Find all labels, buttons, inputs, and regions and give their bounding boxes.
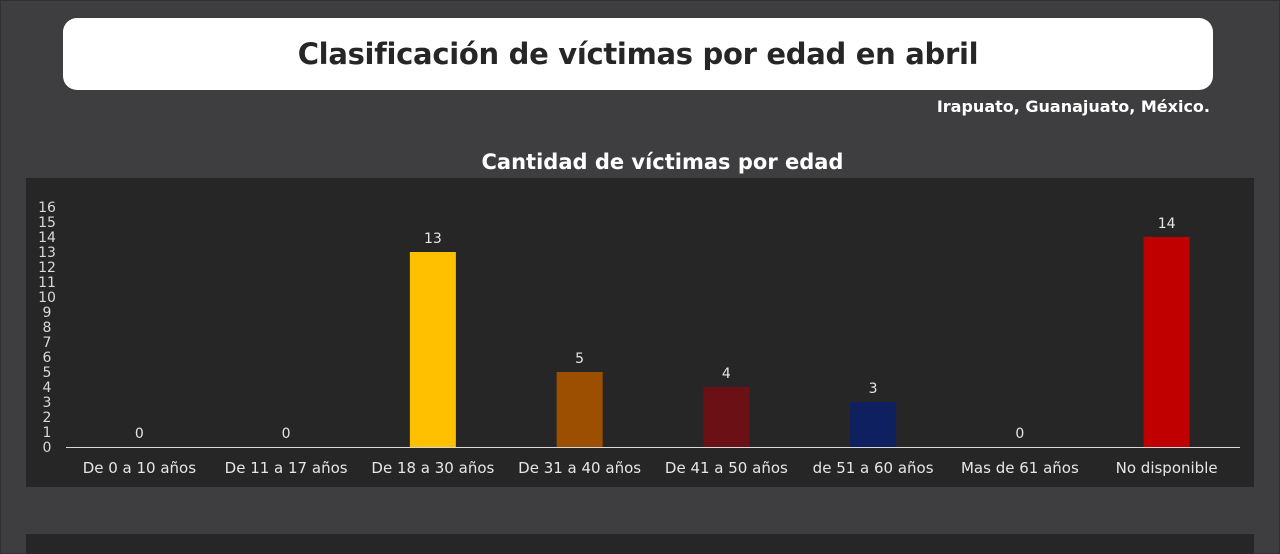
- y-tick-label: 16: [38, 200, 56, 216]
- y-tick-label: 11: [38, 275, 56, 291]
- y-tick-label: 4: [43, 380, 52, 396]
- y-tick-label: 0: [43, 440, 52, 456]
- data-label: 3: [869, 381, 878, 397]
- y-tick-label: 14: [38, 230, 56, 246]
- y-tick-label: 15: [38, 215, 56, 231]
- y-tick-label: 6: [43, 350, 52, 366]
- x-tick-label: Mas de 61 años: [961, 459, 1079, 477]
- y-tick-label: 7: [43, 335, 52, 351]
- x-tick-label: de 51 a 60 años: [813, 459, 934, 477]
- y-tick-label: 1: [43, 425, 52, 441]
- x-tick-label: De 11 a 17 años: [225, 459, 348, 477]
- x-tick-label: De 31 a 40 años: [518, 459, 641, 477]
- data-label: 14: [1158, 216, 1176, 232]
- x-tick-label: De 41 a 50 años: [665, 459, 788, 477]
- y-tick-label: 3: [43, 395, 52, 411]
- data-label: 0: [135, 426, 144, 442]
- chart-panel: 0 1 2 3 4 5 6 7 8 9 10 11 12 13 14 15 16 0 De 0 a 10 años 0…: [26, 178, 1254, 487]
- data-label: 0: [1015, 426, 1024, 442]
- bar: [1143, 237, 1190, 447]
- y-tick-label: 9: [43, 305, 52, 321]
- page-title: Clasificación de víctimas por edad en ab…: [297, 37, 979, 71]
- x-tick-label: De 0 a 10 años: [83, 459, 197, 477]
- title-banner: Clasificación de víctimas por edad en ab…: [63, 18, 1213, 90]
- y-tick-label: 5: [43, 365, 52, 381]
- bar: [850, 402, 897, 447]
- next-panel: [26, 534, 1254, 554]
- y-tick-label: 13: [38, 245, 56, 261]
- data-label: 13: [424, 231, 442, 247]
- x-tick-label: De 18 a 30 años: [371, 459, 494, 477]
- y-tick-label: 8: [43, 320, 52, 336]
- bar: [703, 387, 750, 447]
- y-tick-label: 10: [38, 290, 56, 306]
- location-label: Irapuato, Guanajuato, México.: [936, 97, 1210, 116]
- y-tick-label: 12: [38, 260, 56, 276]
- x-tick-label: No disponible: [1116, 459, 1218, 477]
- data-label: 5: [575, 351, 584, 367]
- data-label: 4: [722, 366, 731, 382]
- bar: [556, 372, 603, 447]
- bar: [409, 252, 456, 447]
- y-tick-label: 2: [43, 410, 52, 426]
- data-label: 0: [282, 426, 291, 442]
- chart-title: Cantidad de víctimas por edad: [481, 150, 844, 174]
